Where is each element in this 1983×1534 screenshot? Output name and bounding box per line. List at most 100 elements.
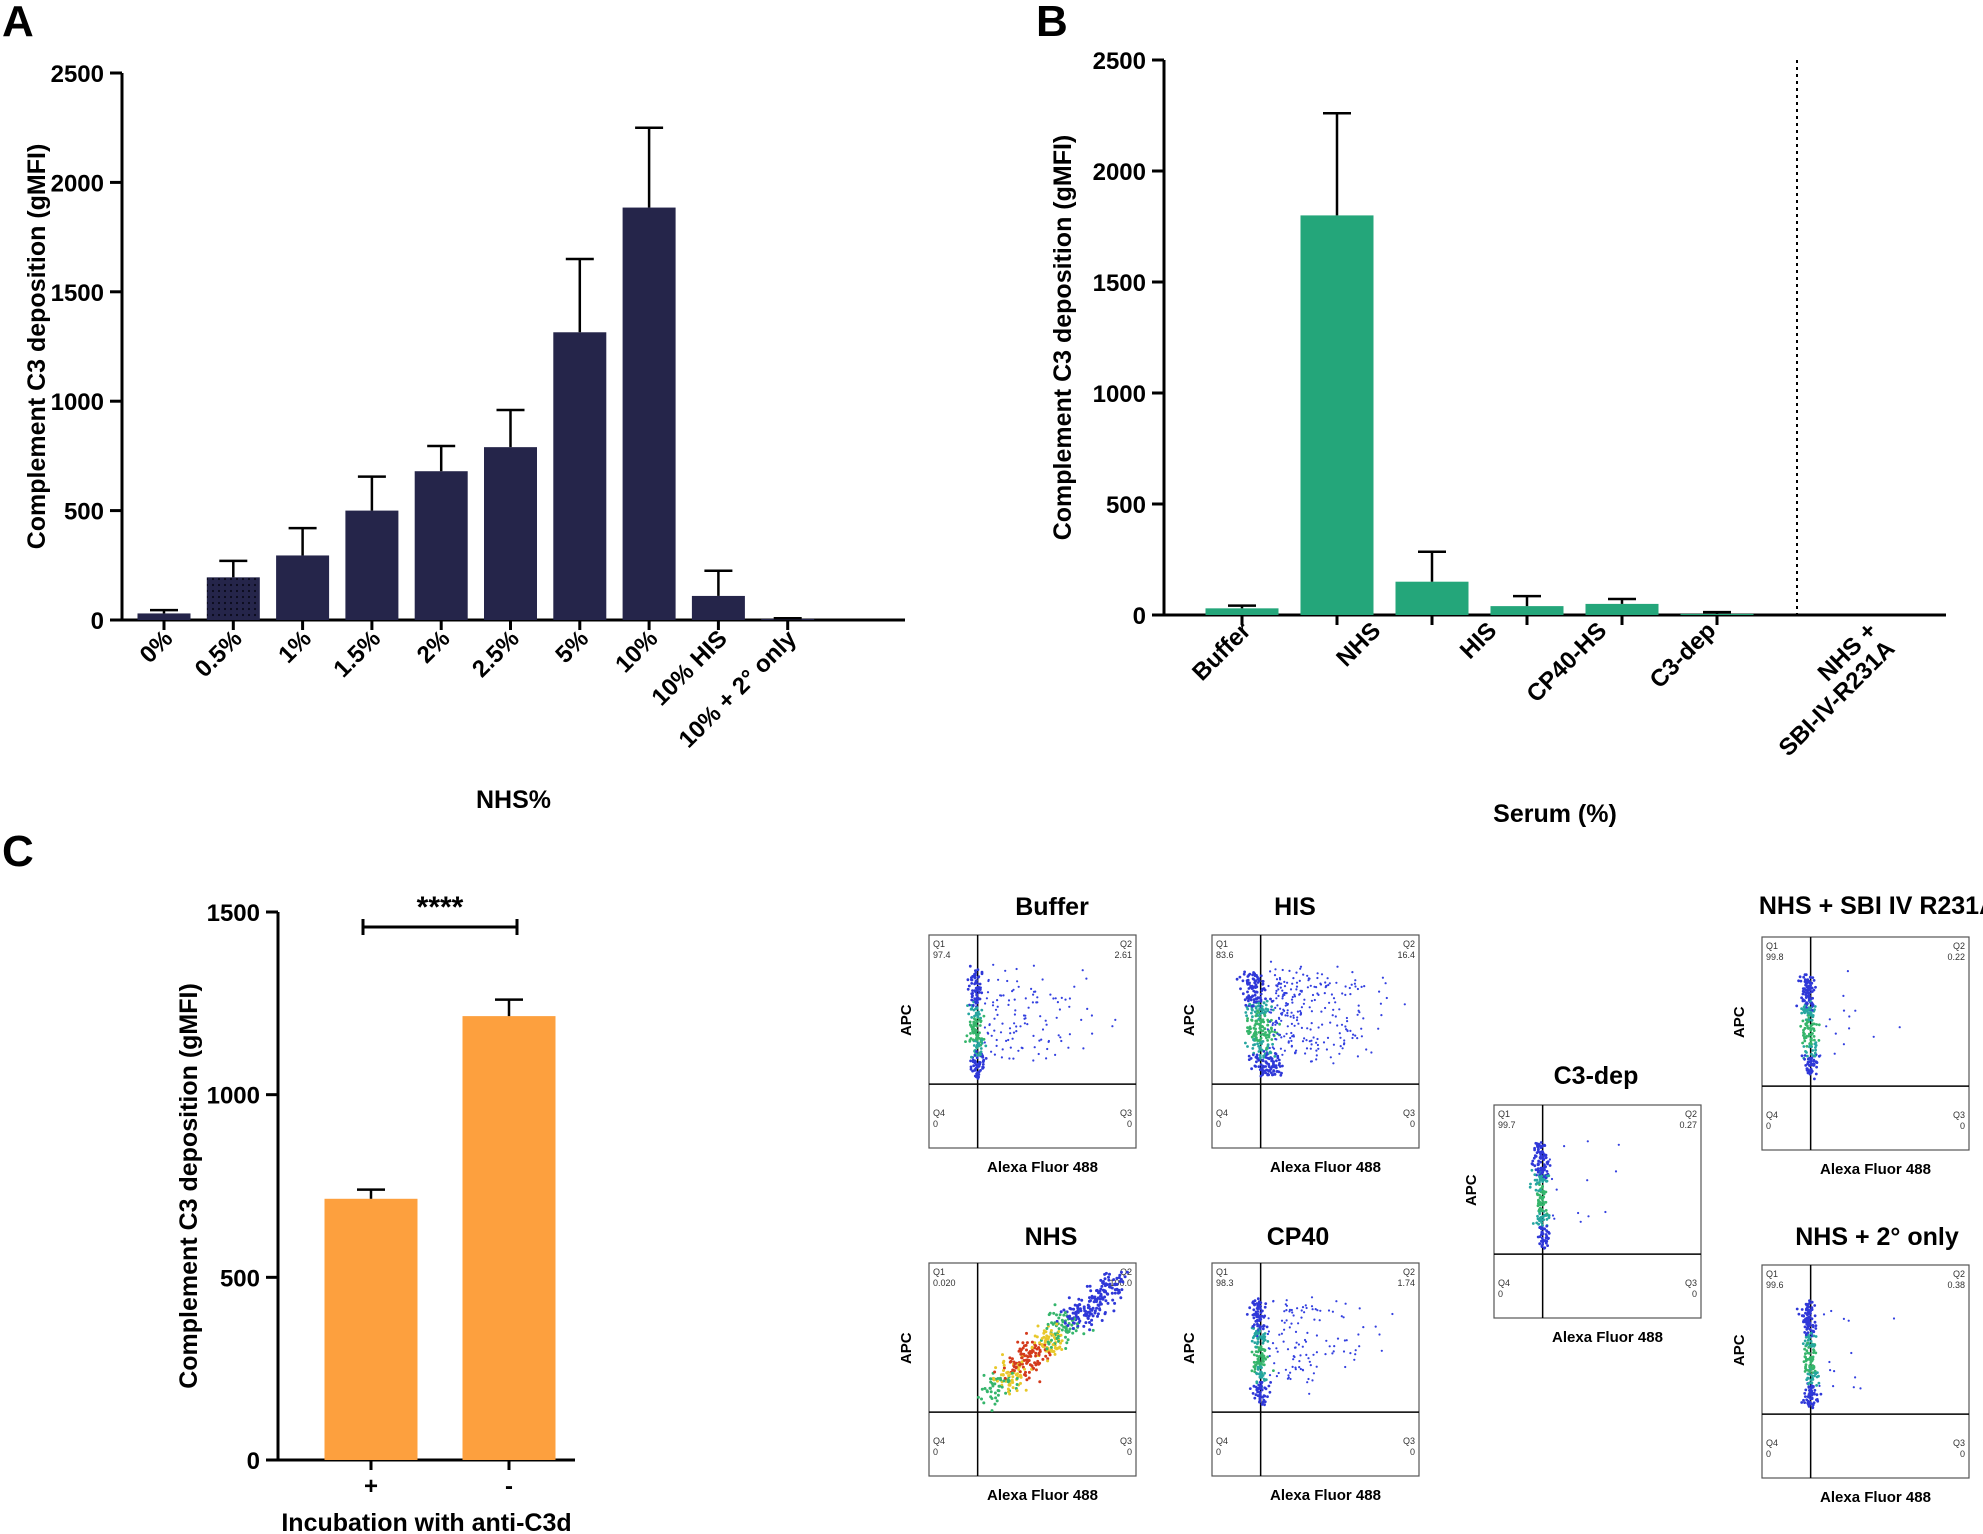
event <box>1110 1291 1114 1295</box>
quadrant-q2-value: 0.22 <box>1947 952 1965 962</box>
flow-y-axis-label: APC <box>898 1004 915 1036</box>
event <box>970 982 974 985</box>
event <box>1809 1387 1813 1391</box>
event <box>1264 1003 1268 1007</box>
event <box>1814 1048 1817 1052</box>
event <box>1275 1347 1278 1350</box>
event <box>1082 1047 1085 1050</box>
event <box>1020 1356 1024 1360</box>
event <box>1537 1222 1540 1226</box>
event <box>968 1039 972 1043</box>
event <box>1270 1038 1274 1041</box>
event <box>1061 1320 1065 1324</box>
event <box>1283 1049 1286 1052</box>
event <box>1807 1404 1811 1408</box>
quadrant-q1-label: Q1 <box>1498 1109 1510 1119</box>
y-tick-label: 0 <box>91 608 104 635</box>
event <box>1008 1360 1012 1364</box>
event <box>1041 1345 1045 1349</box>
event <box>1071 1311 1075 1315</box>
event <box>1281 989 1284 992</box>
event <box>1060 1348 1064 1351</box>
event <box>1377 1027 1380 1030</box>
event <box>1289 1015 1292 1018</box>
event <box>1244 1011 1248 1014</box>
event <box>1380 1349 1383 1352</box>
event <box>1812 1349 1816 1352</box>
event <box>1266 1023 1270 1027</box>
event <box>1257 1387 1261 1391</box>
event <box>1269 1011 1273 1014</box>
event <box>1011 990 1014 993</box>
event <box>1038 1341 1042 1345</box>
event <box>1808 1032 1811 1036</box>
event <box>1614 1170 1618 1173</box>
event <box>1090 1296 1094 1300</box>
event <box>1291 1311 1294 1314</box>
event <box>992 963 995 966</box>
event <box>1267 1035 1271 1039</box>
event <box>1257 977 1261 981</box>
event <box>1007 1038 1010 1042</box>
event <box>1286 1377 1289 1380</box>
event <box>980 1397 983 1401</box>
event <box>1037 1052 1040 1056</box>
event <box>1806 1002 1809 1005</box>
event <box>1005 1039 1008 1042</box>
event <box>1344 1365 1347 1369</box>
event <box>1002 1366 1006 1370</box>
event <box>1046 1322 1050 1326</box>
event <box>1805 1024 1809 1028</box>
event <box>984 1044 988 1048</box>
event <box>1264 1060 1268 1064</box>
significance-label: **** <box>417 891 464 924</box>
event <box>1033 1341 1037 1345</box>
event <box>1812 1054 1816 1058</box>
event <box>1080 1018 1083 1022</box>
event <box>1898 1026 1901 1029</box>
category-label: 2% <box>412 625 456 669</box>
event <box>1266 1028 1269 1031</box>
event <box>1252 1000 1256 1004</box>
event <box>1247 1032 1250 1035</box>
event <box>1245 1014 1248 1018</box>
category-label: - <box>505 1473 513 1500</box>
event <box>1313 998 1316 1002</box>
event <box>1010 1357 1014 1361</box>
event <box>1832 1385 1835 1388</box>
event <box>976 1395 980 1399</box>
event <box>1103 1311 1107 1314</box>
quadrant-q2-value: 2.61 <box>1114 950 1132 960</box>
event <box>982 1058 986 1062</box>
event <box>1798 975 1802 979</box>
event <box>1813 1038 1816 1042</box>
event <box>1020 1352 1023 1356</box>
event <box>1015 1030 1018 1033</box>
event <box>1342 1316 1345 1319</box>
event <box>1544 1233 1548 1236</box>
y-tick-label: 1000 <box>207 1083 260 1110</box>
event <box>977 990 981 994</box>
event <box>1272 1033 1275 1036</box>
event <box>1012 1031 1016 1034</box>
event <box>1331 1352 1334 1355</box>
event <box>1315 1334 1318 1337</box>
event <box>1548 1158 1551 1161</box>
bar <box>691 595 745 620</box>
quadrant-q4-label: Q4 <box>1766 1438 1778 1448</box>
event <box>1542 1190 1546 1193</box>
event <box>1099 1287 1103 1291</box>
event <box>1264 1357 1267 1361</box>
event <box>1810 1002 1814 1006</box>
category-label: HIS <box>1455 617 1502 664</box>
event <box>1076 1309 1080 1313</box>
event <box>1259 998 1263 1002</box>
event <box>1803 1339 1807 1343</box>
y-axis-title-b: Complement C3 deposition (gMFI) <box>1049 135 1077 541</box>
event <box>1304 1304 1307 1307</box>
event <box>1299 967 1302 970</box>
event <box>1021 1341 1025 1345</box>
event <box>1294 1051 1297 1054</box>
event <box>1262 987 1266 990</box>
event <box>1034 990 1037 993</box>
